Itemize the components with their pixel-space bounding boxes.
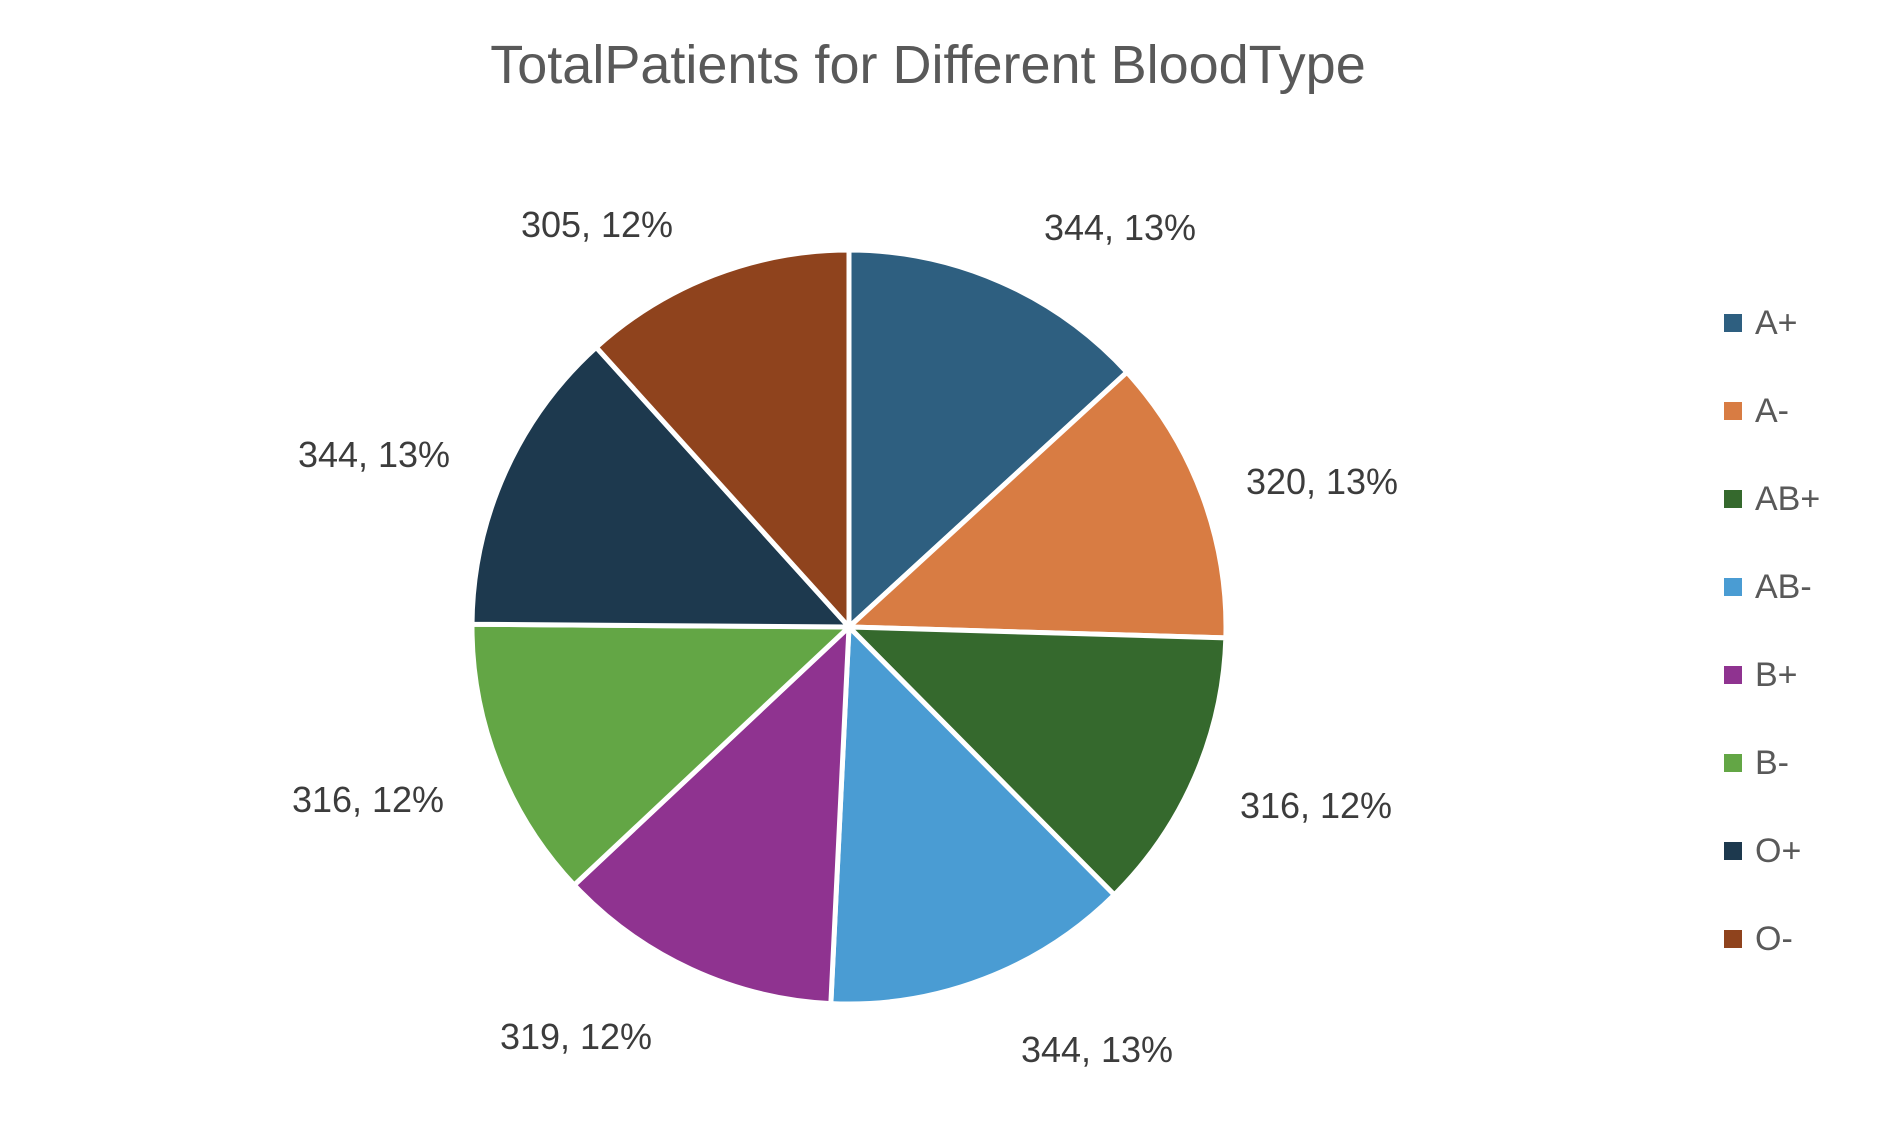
data-label-o-plus: 344, 13% — [297, 434, 451, 475]
legend-item-a-plus: A+ — [1724, 303, 1820, 343]
data-label-b-plus: 319, 12% — [499, 1016, 653, 1057]
legend-label-b-plus: B+ — [1755, 655, 1798, 694]
pie-slice-b-plus — [570, 620, 852, 1007]
pie-slice-o-plus — [469, 343, 855, 630]
legend-label-ab-minus: AB- — [1755, 567, 1812, 606]
data-label-a-plus: 344, 13% — [1043, 207, 1197, 248]
data-label-b-minus: 316, 12% — [291, 779, 445, 820]
legend-swatch-ab-plus — [1724, 490, 1742, 508]
pie-slice-a-plus — [846, 247, 1131, 633]
pie-slice-b-minus — [469, 621, 856, 889]
data-label-ab-plus: 316, 12% — [1239, 785, 1393, 826]
legend-label-o-minus: O- — [1755, 919, 1793, 958]
legend-label-ab-plus: AB+ — [1755, 479, 1821, 518]
legend-swatch-ab-minus — [1724, 578, 1742, 596]
legend-swatch-b-plus — [1724, 666, 1742, 684]
legend-item-o-minus: O- — [1724, 919, 1820, 959]
pie-slice-o-minus — [592, 247, 852, 634]
legend-item-b-plus: B+ — [1724, 655, 1820, 695]
legend-item-ab-plus: AB+ — [1724, 479, 1820, 519]
legend-item-a-minus: A- — [1724, 391, 1820, 431]
legend-item-o-plus: O+ — [1724, 831, 1820, 871]
legend-swatch-a-minus — [1724, 402, 1742, 420]
legend-label-o-plus: O+ — [1755, 831, 1802, 870]
legend-label-a-minus: A- — [1755, 391, 1789, 430]
pie-slice-ab-plus — [842, 624, 1229, 899]
legend-item-b-minus: B- — [1724, 743, 1820, 783]
data-label-o-minus: 305, 12% — [520, 204, 674, 245]
pie-slice-a-minus — [842, 368, 1229, 641]
pie-slice-ab-minus — [828, 621, 1118, 1007]
legend-swatch-o-minus — [1724, 930, 1742, 948]
chart-title: TotalPatients for Different BloodType — [490, 35, 1366, 95]
legend-swatch-a-plus — [1724, 314, 1742, 332]
legend-swatch-b-minus — [1724, 754, 1742, 772]
legend-label-a-plus: A+ — [1755, 303, 1798, 342]
data-label-a-minus: 320, 13% — [1245, 461, 1399, 502]
legend-item-ab-minus: AB- — [1724, 567, 1820, 607]
legend-swatch-o-plus — [1724, 842, 1742, 860]
data-label-ab-minus: 344, 13% — [1020, 1029, 1174, 1070]
legend: A+ A- AB+ AB- B+ B- O+ O- — [1724, 303, 1820, 959]
legend-label-b-minus: B- — [1755, 743, 1789, 782]
